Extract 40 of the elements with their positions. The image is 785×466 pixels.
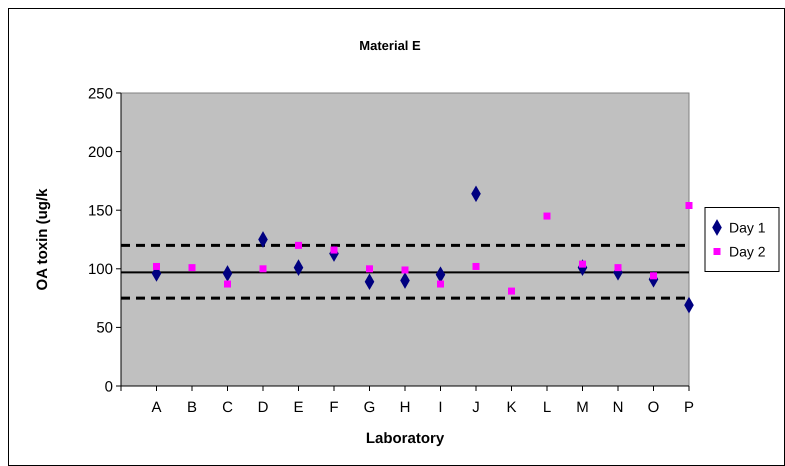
legend-label: Day 2 bbox=[729, 243, 766, 260]
x-tick-label: J bbox=[472, 399, 480, 416]
x-tick-label: L bbox=[542, 399, 552, 416]
point bbox=[188, 264, 196, 272]
x-tick-label: K bbox=[506, 399, 517, 416]
x-tick-label: G bbox=[364, 399, 376, 416]
point bbox=[614, 264, 622, 272]
point bbox=[366, 265, 373, 272]
point bbox=[295, 242, 302, 249]
x-tick-label: C bbox=[222, 399, 234, 416]
x-tick-label: N bbox=[612, 399, 624, 416]
x-tick-label: H bbox=[400, 399, 410, 416]
y-tick-label: 100 bbox=[88, 261, 113, 278]
point bbox=[260, 265, 266, 272]
point bbox=[686, 202, 692, 210]
y-tick-label: 150 bbox=[88, 202, 113, 220]
point bbox=[224, 280, 231, 288]
y-tick-label: 0 bbox=[104, 378, 113, 396]
point bbox=[437, 280, 444, 288]
x-tick-label: O bbox=[648, 399, 660, 416]
y-tick-label: 200 bbox=[88, 144, 113, 161]
x-tick-label: A bbox=[151, 399, 162, 416]
point bbox=[402, 266, 408, 274]
y-tick-label: 50 bbox=[96, 320, 113, 337]
point bbox=[472, 262, 480, 270]
x-tick-label: I bbox=[438, 399, 443, 416]
point bbox=[508, 288, 515, 295]
y-tick-label: 250 bbox=[88, 85, 113, 102]
point bbox=[544, 212, 550, 220]
x-tick-label: E bbox=[293, 399, 304, 416]
legend-label: Day 1 bbox=[729, 219, 766, 236]
x-tick-label: P bbox=[684, 399, 694, 416]
x-tick-label: F bbox=[329, 399, 339, 416]
x-axis-title: Laboratory bbox=[366, 430, 445, 447]
x-tick-label: D bbox=[258, 399, 269, 416]
x-tick-label: B bbox=[186, 399, 198, 416]
x-tick-label: M bbox=[576, 399, 589, 416]
point bbox=[153, 262, 160, 270]
chart-title: Material E bbox=[359, 38, 422, 53]
y-axis-title: OA toxin (ug/k bbox=[34, 188, 51, 290]
